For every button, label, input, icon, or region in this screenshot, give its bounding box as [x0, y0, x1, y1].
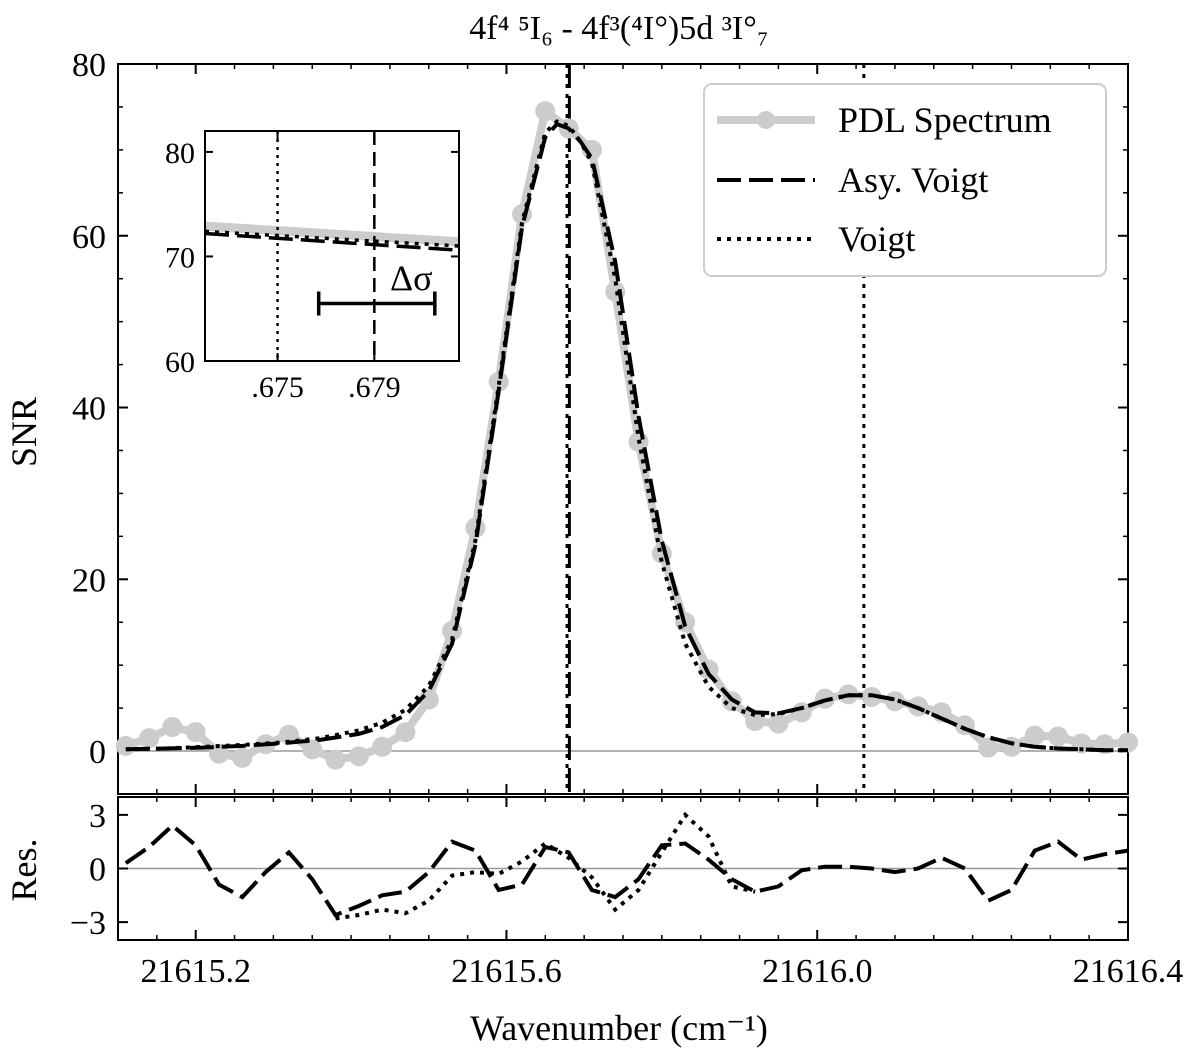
pdl-spectrum-point: [139, 728, 160, 749]
legend-label-voigt: Voigt: [838, 219, 915, 259]
voigt-residual-line: [335, 811, 756, 921]
main-series: [115, 101, 1138, 770]
inset-y-tick-label: 80: [165, 137, 195, 170]
inset-y-tick-label: 70: [165, 241, 195, 274]
pdl-spectrum-point: [884, 691, 905, 712]
main-y-tick-label: 80: [72, 47, 106, 84]
inset-x-tick-label: .675: [251, 371, 304, 404]
main-y-tick-label: 60: [72, 219, 106, 256]
legend-box: [703, 83, 1107, 277]
residual-y-tick-label: 3: [89, 798, 106, 835]
inset-pdl-line: [204, 221, 460, 247]
x-tick-label: 21616.4: [1073, 953, 1184, 990]
main-y-tick-label: 40: [72, 391, 106, 428]
legend-label-pdl: PDL Spectrum: [838, 100, 1052, 140]
legend-swatch-pdl-marker: [757, 111, 775, 129]
pdl-spectrum-point: [745, 711, 766, 731]
inset-y-tick-label: 60: [165, 346, 195, 379]
pdl-spectrum-point: [162, 717, 183, 738]
residual-series: [124, 811, 1129, 921]
residual-ticks: −3 0 3: [70, 798, 1128, 942]
main-panel: 0 20 40 60 80 SNR: [4, 47, 1138, 795]
pdl-spectrum-point: [278, 724, 299, 745]
inset-voigt-line: [204, 229, 460, 248]
asy-voigt-residual-line: [124, 822, 1129, 918]
inset-asy-voigt-line: [204, 231, 460, 252]
pdl-spectrum-point: [768, 713, 789, 734]
x-tick-label: 21615.2: [140, 953, 251, 990]
x-tick-label: 21615.6: [451, 953, 562, 990]
pdl-spectrum-point: [1118, 732, 1138, 753]
legend-label-asy-voigt: Asy. Voigt: [838, 160, 988, 200]
pdl-spectrum-point: [325, 749, 346, 770]
pdl-spectrum-point: [185, 722, 206, 743]
main-y-tick-label: 20: [72, 562, 106, 599]
residual-y-tick-label: 0: [89, 852, 106, 889]
pdl-spectrum-point: [581, 139, 602, 160]
chart-title: 4f⁴ ⁵I₆ - 4f³(⁴I°)5d ³I°₇: [469, 10, 768, 47]
main-y-axis-label: SNR: [4, 397, 44, 467]
pdl-spectrum-point: [232, 747, 253, 768]
inset-delta-sigma-label: Δσ: [390, 258, 433, 298]
inset-panel: 60 70 80 .675 .679 Δσ: [165, 130, 460, 404]
pdl-spectrum-point: [302, 739, 323, 760]
pdl-spectrum-point: [348, 746, 369, 767]
legend: PDL Spectrum Asy. Voigt Voigt: [703, 83, 1107, 277]
asy-voigt-line: [125, 121, 1128, 753]
x-ticks: 21615.2 21615.6 21616.0 21616.4: [117, 64, 1184, 990]
main-ticks: 0 20 40 60 80: [72, 47, 1128, 771]
x-tick-label: 21616.0: [762, 953, 873, 990]
pdl-spectrum-point: [978, 737, 999, 758]
pdl-spectrum-point: [115, 735, 136, 756]
pdl-spectrum-point: [372, 736, 393, 757]
inset-x-tick-label: .679: [348, 371, 401, 404]
residual-panel: −3 0 3 Res.: [4, 796, 1129, 942]
inset-frame: [204, 130, 460, 362]
inset-background: [205, 131, 459, 361]
residual-y-axis-label: Res.: [4, 839, 44, 902]
pdl-spectrum-point: [395, 722, 416, 743]
inset-content: 60 70 80 .675 .679: [165, 131, 460, 404]
main-y-tick-label: 0: [89, 734, 106, 771]
x-axis-label: Wavenumber (cm⁻¹): [470, 1008, 768, 1048]
voigt-line: [125, 119, 1128, 753]
residual-y-tick-label: −3: [70, 905, 106, 942]
pdl-spectrum-point: [1024, 725, 1045, 746]
pdl-spectrum-point: [535, 101, 556, 122]
pdl-spectrum-point: [1048, 726, 1069, 747]
